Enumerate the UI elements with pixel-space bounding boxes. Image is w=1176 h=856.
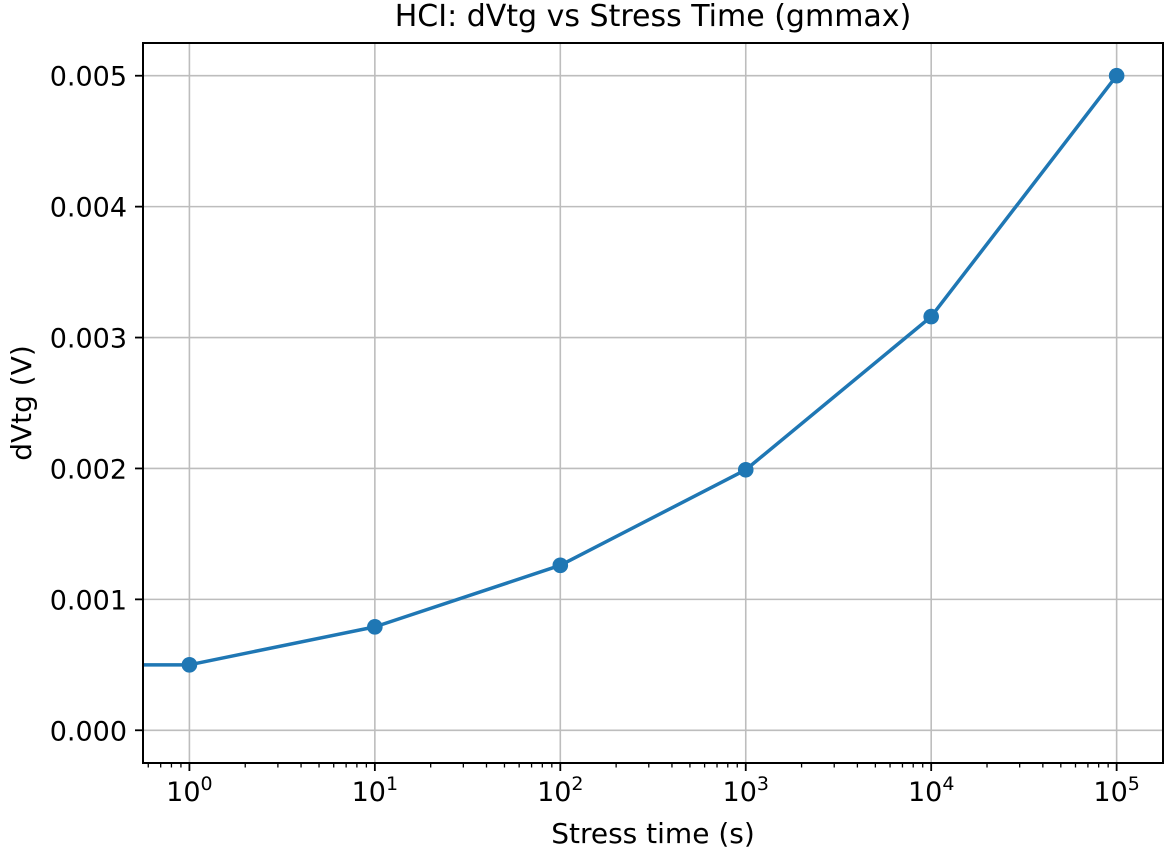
y-tick-label: 0.005 xyxy=(50,62,127,93)
y-tick-label: 0.000 xyxy=(50,716,127,747)
chart-title: HCI: dVtg vs Stress Time (gmmax) xyxy=(394,0,912,34)
axes-spines xyxy=(142,42,1164,764)
y-tick-label: 0.002 xyxy=(50,454,127,485)
data-point-marker xyxy=(552,557,569,574)
x-tick-label: 102 xyxy=(537,773,583,808)
data-point-marker xyxy=(923,308,939,325)
x-axis-label: Stress time (s) xyxy=(551,817,755,850)
data-point-marker xyxy=(737,461,754,478)
data-line xyxy=(143,74,1119,667)
y-tick-label: 0.001 xyxy=(50,585,127,616)
x-tick-label: 104 xyxy=(908,773,954,808)
y-tick-label: 0.003 xyxy=(50,324,127,355)
x-tick-label: 105 xyxy=(1093,773,1139,808)
y-tick-label: 0.004 xyxy=(50,193,127,224)
x-tick-label: 103 xyxy=(723,773,769,808)
x-tick-label: 101 xyxy=(352,773,398,808)
data-point-marker xyxy=(1108,67,1125,84)
x-tick-label: 100 xyxy=(166,773,212,808)
data-point-marker xyxy=(367,619,383,635)
data-point-marker xyxy=(181,657,198,673)
